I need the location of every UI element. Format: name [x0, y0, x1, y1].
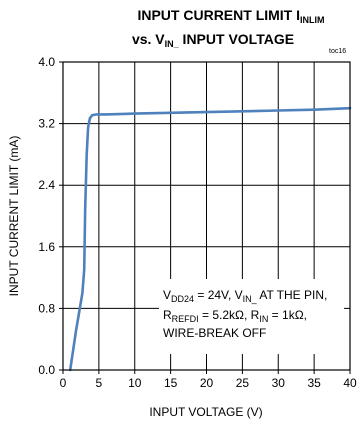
y-tick-label: 1.6 [38, 240, 55, 254]
series-group [68, 106, 352, 372]
x-tick-label: 20 [200, 376, 214, 390]
annotation-subscript: REFDI [172, 314, 199, 324]
x-tick-label: 35 [307, 376, 321, 390]
x-tick-label: 30 [272, 376, 286, 390]
chart-title-line2-sub: IN_ [165, 39, 180, 49]
x-tick-label: 0 [60, 376, 67, 390]
y-axis-label: INPUT CURRENT LIMIT (mA) [7, 136, 21, 297]
x-tick-label: 40 [343, 376, 357, 390]
annotation-text: AT THE PIN, [257, 288, 328, 302]
y-tick-label: 0.8 [38, 301, 55, 315]
x-tick-label: 5 [96, 376, 103, 390]
chart-title-line2-pre: vs. V [132, 31, 165, 47]
annotation-text: R [163, 308, 172, 322]
annotation-text: V [163, 288, 171, 302]
annotation-subscript: DD24 [171, 294, 194, 304]
y-axis-ticks: 0.0 0.8 1.6 2.4 3.2 4.0 [38, 55, 63, 377]
annotation-line-2: RREFDI = 5.2kΩ, RIN = 1kΩ, [163, 308, 307, 324]
chart-note: toc16 [329, 48, 346, 55]
x-axis-label: INPUT VOLTAGE (V) [149, 405, 262, 419]
x-axis-ticks: 0 5 10 15 20 25 30 35 40 [60, 370, 357, 390]
annotation-text: = 1kΩ, [268, 308, 307, 322]
y-tick-label: 0.0 [38, 363, 55, 377]
x-tick-label: 25 [236, 376, 250, 390]
chart-title-line2: vs. VIN_ INPUT VOLTAGE [132, 31, 294, 49]
annotation-line-1: VDD24 = 24V, VIN_ AT THE PIN, [163, 288, 327, 304]
chart-title-line1-main: INPUT CURRENT LIMIT I [137, 7, 300, 23]
annotation-subscript: IN_ [243, 294, 258, 304]
annotation-line-3: WIRE-BREAK OFF [163, 326, 266, 340]
y-tick-label: 2.4 [38, 178, 55, 192]
chart-title-line1: INPUT CURRENT LIMIT IINLIM [137, 7, 324, 25]
y-tick-label: 4.0 [38, 55, 55, 69]
annotation-text: WIRE-BREAK OFF [163, 326, 266, 340]
chart-title-line2-post: INPUT VOLTAGE [179, 31, 294, 47]
annotation-text: = 24V, V [194, 288, 243, 302]
series-line [68, 106, 352, 372]
x-tick-label: 15 [164, 376, 178, 390]
y-tick-label: 3.2 [38, 117, 55, 131]
plot-frame [62, 61, 351, 371]
chart-title-line1-sub: INLIM [300, 15, 325, 25]
annotation-subscript: IN [259, 314, 268, 324]
annotation-box [159, 279, 344, 354]
annotation-text: = 5.2kΩ, R [199, 308, 260, 322]
x-tick-label: 10 [128, 376, 142, 390]
